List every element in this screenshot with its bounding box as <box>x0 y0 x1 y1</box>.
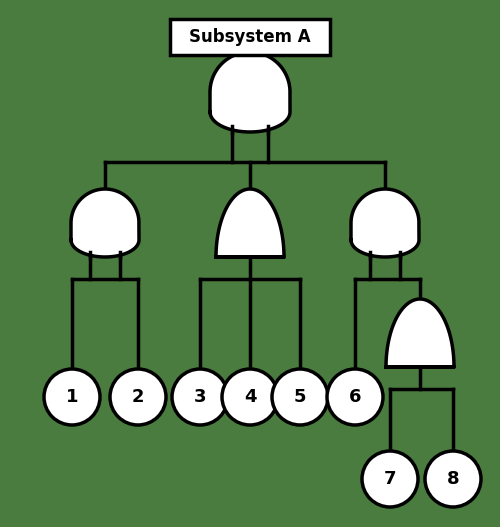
Circle shape <box>110 369 166 425</box>
Circle shape <box>44 369 100 425</box>
Polygon shape <box>351 189 419 257</box>
Polygon shape <box>210 52 290 132</box>
Text: 2: 2 <box>132 388 144 406</box>
Text: 7: 7 <box>384 470 396 488</box>
Text: 4: 4 <box>244 388 256 406</box>
Text: 6: 6 <box>349 388 361 406</box>
FancyBboxPatch shape <box>170 19 330 55</box>
Polygon shape <box>216 189 284 257</box>
Circle shape <box>425 451 481 507</box>
Text: 3: 3 <box>194 388 206 406</box>
Circle shape <box>362 451 418 507</box>
Text: 1: 1 <box>66 388 78 406</box>
Text: Subsystem A: Subsystem A <box>189 28 311 46</box>
Text: 5: 5 <box>294 388 306 406</box>
Circle shape <box>172 369 228 425</box>
Circle shape <box>272 369 328 425</box>
Polygon shape <box>386 299 454 367</box>
Polygon shape <box>71 189 139 257</box>
Circle shape <box>222 369 278 425</box>
Text: 8: 8 <box>446 470 460 488</box>
Circle shape <box>327 369 383 425</box>
